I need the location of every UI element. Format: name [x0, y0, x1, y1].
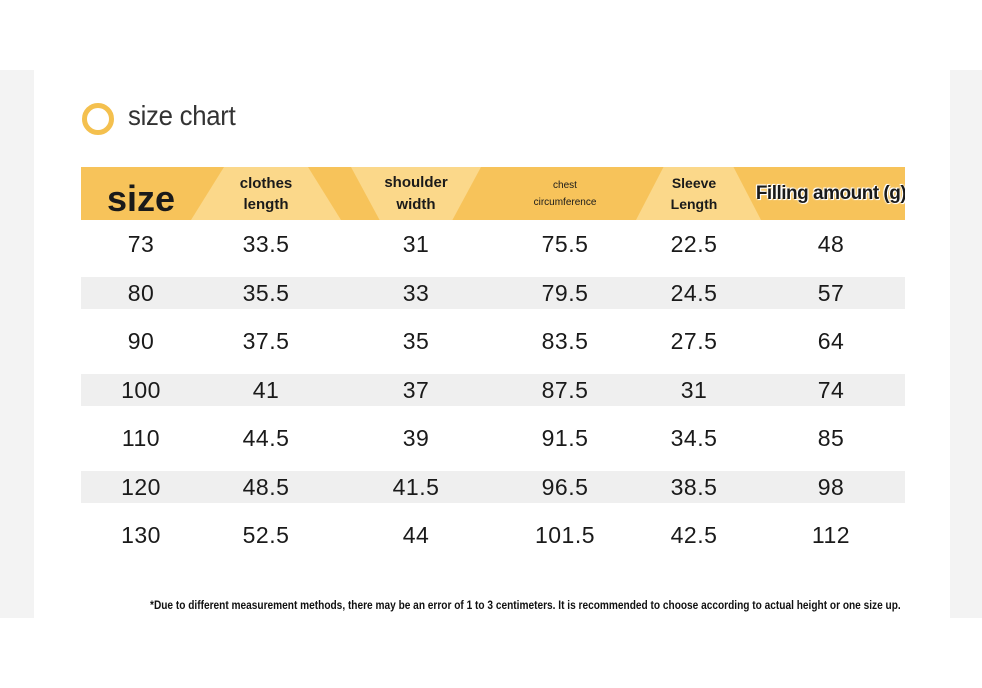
size-chart-panel	[34, 70, 950, 618]
cell-sleeve: 31	[680, 376, 708, 403]
cell-shoulder-width: 44	[402, 522, 430, 548]
header-chest-circumference: chest circumference	[505, 167, 625, 220]
header-shoulder-width: shoulder width	[361, 167, 471, 220]
cell-clothes-length: 35.5	[242, 279, 290, 306]
cell-size: 73	[127, 231, 155, 257]
cell-chest: 83.5	[541, 328, 589, 354]
header-label-line: Filling amount (g)	[755, 182, 905, 204]
table-row: 73 33.5 31 75.5 22.5 48	[81, 228, 905, 260]
header-label-line: shoulder	[384, 173, 448, 191]
cell-sleeve: 24.5	[670, 279, 718, 306]
cell-clothes-length: 48.5	[242, 473, 290, 500]
header-label-line: width	[396, 195, 436, 213]
cell-shoulder-width: 37	[402, 376, 430, 403]
cell-clothes-length: 44.5	[242, 425, 290, 451]
header-filling-amount: Filling amount (g)	[756, 167, 905, 220]
left-margin-strip	[0, 70, 34, 618]
cell-shoulder-width: 39	[402, 425, 430, 451]
cell-shoulder-width: 33	[402, 279, 430, 306]
table-row: 100 41 37 87.5 31 74	[81, 373, 905, 406]
cell-filling: 74	[817, 376, 845, 403]
header-label-line: clothes	[239, 174, 293, 192]
cell-size: 100	[121, 376, 161, 403]
cell-chest: 75.5	[541, 231, 589, 257]
cell-sleeve: 42.5	[670, 522, 718, 548]
header-label-line: circumference	[533, 196, 597, 208]
cell-clothes-length: 52.5	[242, 522, 290, 548]
table-row: 120 48.5 41.5 96.5 38.5 98	[81, 470, 905, 503]
cell-size: 80	[127, 279, 155, 306]
cell-filling: 64	[817, 328, 845, 354]
cell-chest: 96.5	[541, 473, 589, 500]
cell-filling: 85	[817, 425, 845, 451]
header-label-line: Sleeve	[671, 174, 717, 191]
cell-chest: 79.5	[541, 279, 589, 306]
circle-icon	[82, 103, 114, 135]
table-row: 80 35.5 33 79.5 24.5 57	[81, 276, 905, 309]
header-label-line: chest	[553, 179, 577, 191]
cell-shoulder-width: 41.5	[392, 473, 440, 500]
header-size: size	[81, 167, 201, 220]
header-sleeve-length: Sleeve Length	[639, 167, 749, 220]
cell-sleeve: 22.5	[670, 231, 718, 257]
cell-sleeve: 27.5	[670, 328, 718, 354]
cell-size: 120	[121, 473, 161, 500]
cell-shoulder-width: 31	[402, 231, 430, 257]
cell-filling: 57	[817, 279, 845, 306]
table-body: 73 33.5 31 75.5 22.5 48 80 35.5 33 79.5 …	[81, 228, 905, 568]
header-label-line: length	[243, 195, 289, 213]
cell-size: 110	[121, 425, 161, 451]
cell-filling: 98	[817, 473, 845, 500]
cell-clothes-length: 37.5	[242, 328, 290, 354]
header-clothes-length: clothes length	[211, 167, 321, 220]
cell-sleeve: 34.5	[670, 425, 718, 451]
cell-clothes-length: 41	[252, 376, 280, 403]
header-label-line: Length	[670, 195, 718, 212]
cell-chest: 87.5	[541, 376, 589, 403]
cell-shoulder-width: 35	[402, 328, 430, 354]
cell-filling: 112	[811, 522, 851, 548]
table-row: 90 37.5 35 83.5 27.5 64	[81, 325, 905, 357]
cell-size: 90	[127, 328, 155, 354]
cell-filling: 48	[817, 231, 845, 257]
table-row: 130 52.5 44 101.5 42.5 112	[81, 519, 905, 551]
cell-clothes-length: 33.5	[242, 231, 290, 257]
page-title: size chart	[128, 100, 236, 131]
header-size-label: size	[106, 177, 176, 219]
cell-sleeve: 38.5	[670, 473, 718, 500]
measurement-note: *Due to different measurement methods, t…	[150, 600, 901, 612]
right-margin-strip	[950, 70, 982, 618]
table-header: size clothes length shoulder width chest…	[81, 167, 905, 220]
table-row: 110 44.5 39 91.5 34.5 85	[81, 422, 905, 454]
cell-size: 130	[121, 522, 161, 548]
cell-chest: 101.5	[534, 522, 596, 548]
cell-chest: 91.5	[541, 425, 589, 451]
